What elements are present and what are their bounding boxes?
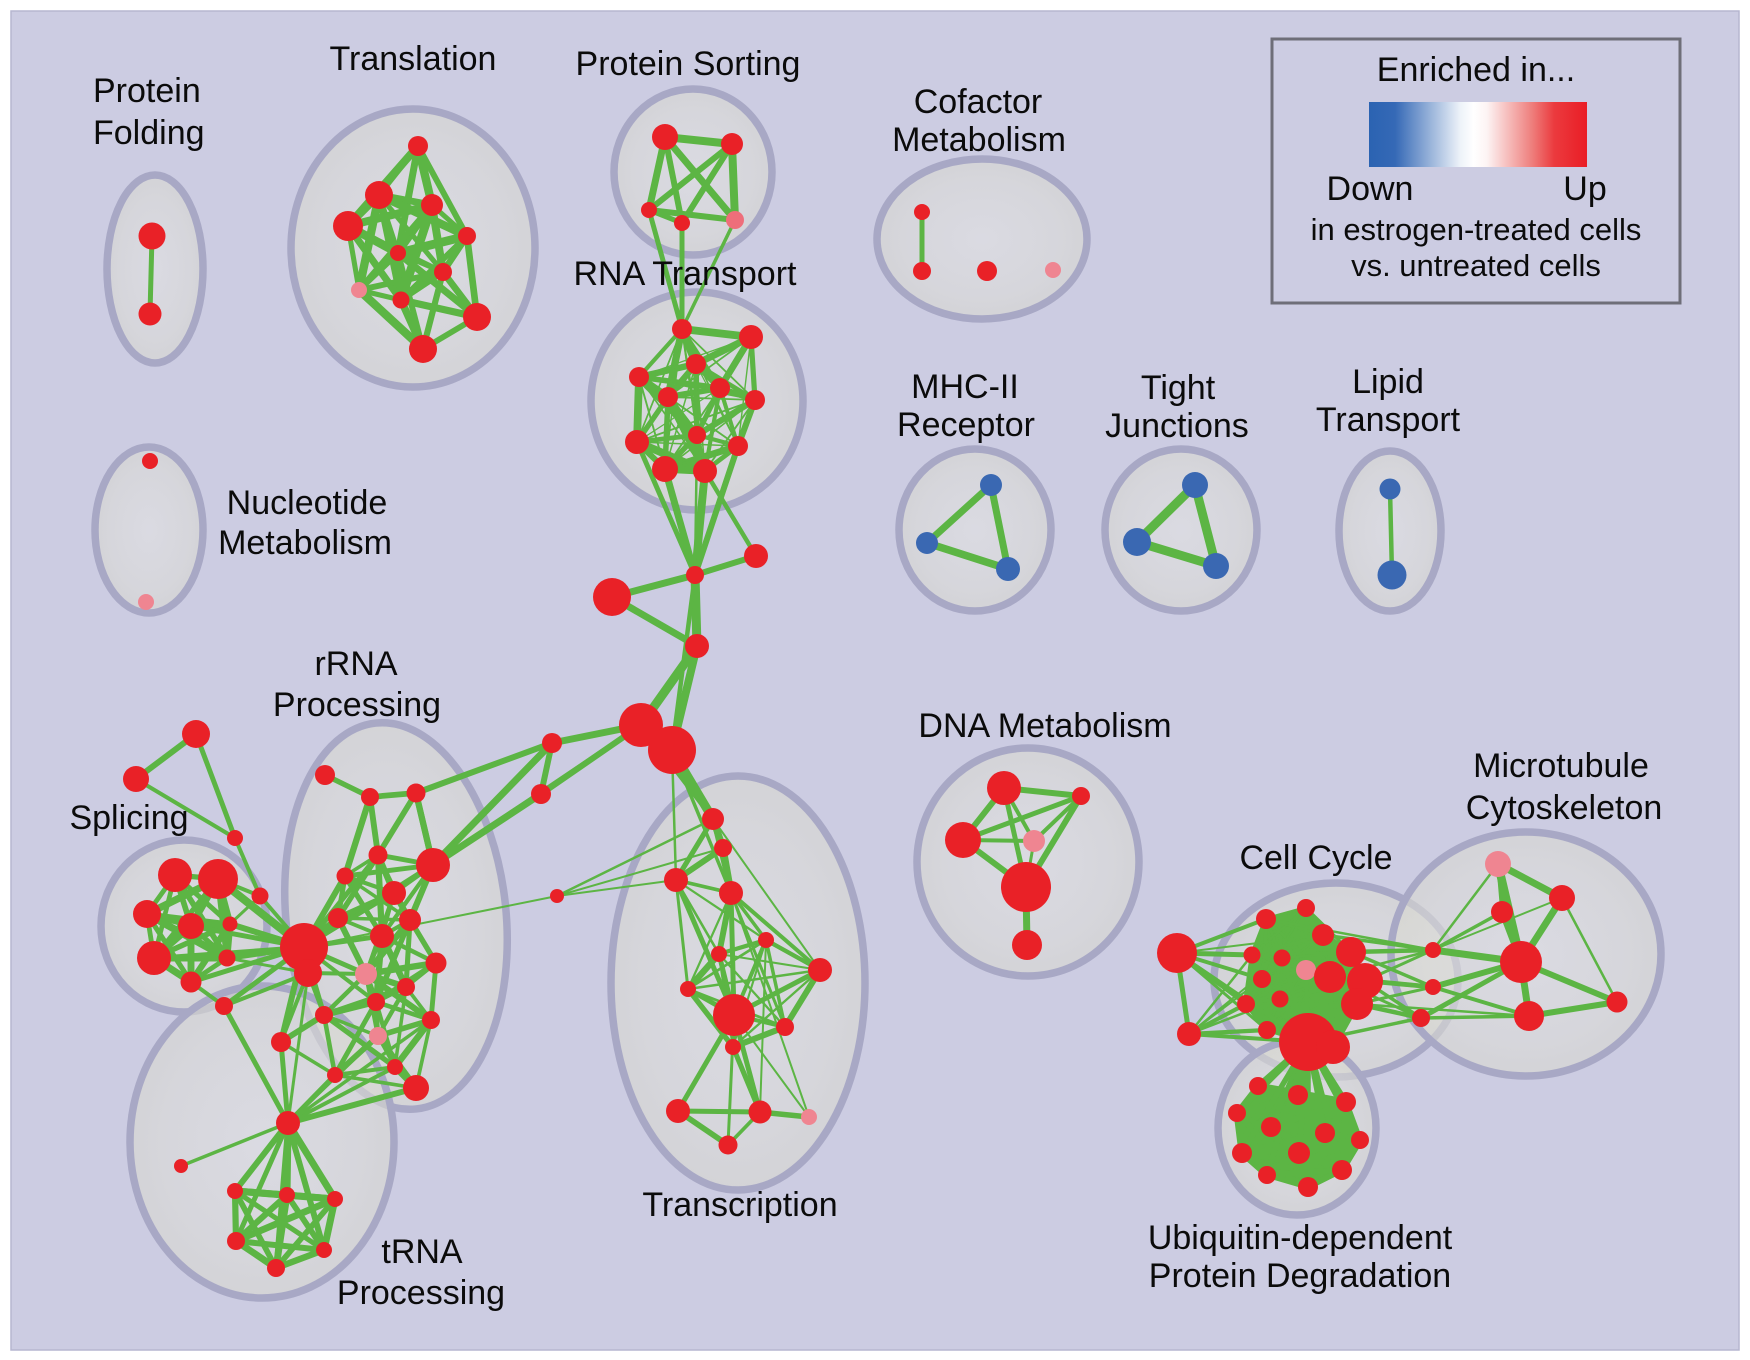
svg-text:rRNA: rRNA bbox=[314, 645, 397, 683]
svg-text:Enriched in...: Enriched in... bbox=[1377, 51, 1575, 89]
svg-text:tRNA: tRNA bbox=[381, 1233, 463, 1271]
svg-text:Transport: Transport bbox=[1316, 401, 1461, 439]
svg-text:Junctions: Junctions bbox=[1105, 407, 1249, 445]
svg-text:vs. untreated cells: vs. untreated cells bbox=[1351, 248, 1601, 283]
svg-text:Tight: Tight bbox=[1141, 369, 1216, 407]
svg-text:Protein Degradation: Protein Degradation bbox=[1149, 1257, 1451, 1295]
svg-text:Folding: Folding bbox=[93, 114, 205, 152]
svg-text:Protein: Protein bbox=[93, 72, 201, 110]
svg-text:Processing: Processing bbox=[273, 686, 441, 724]
svg-text:Processing: Processing bbox=[337, 1274, 505, 1312]
svg-text:Metabolism: Metabolism bbox=[218, 524, 392, 562]
svg-text:Cell Cycle: Cell Cycle bbox=[1239, 839, 1392, 877]
svg-text:Splicing: Splicing bbox=[69, 799, 188, 837]
svg-text:DNA Metabolism: DNA Metabolism bbox=[918, 707, 1171, 745]
svg-text:Receptor: Receptor bbox=[897, 406, 1035, 444]
svg-text:Ubiquitin-dependent: Ubiquitin-dependent bbox=[1148, 1219, 1453, 1257]
svg-text:in estrogen-treated cells: in estrogen-treated cells bbox=[1311, 212, 1642, 247]
svg-text:Transcription: Transcription bbox=[642, 1186, 837, 1224]
svg-text:RNA Transport: RNA Transport bbox=[574, 255, 798, 293]
svg-text:Cytoskeleton: Cytoskeleton bbox=[1466, 789, 1663, 827]
svg-text:Nucleotide: Nucleotide bbox=[227, 484, 388, 522]
svg-text:Translation: Translation bbox=[330, 40, 497, 78]
svg-text:Up: Up bbox=[1563, 170, 1606, 208]
svg-text:Microtubule: Microtubule bbox=[1473, 747, 1649, 785]
svg-text:Metabolism: Metabolism bbox=[892, 121, 1066, 159]
svg-text:Cofactor: Cofactor bbox=[914, 83, 1043, 121]
svg-text:Lipid: Lipid bbox=[1352, 363, 1424, 401]
svg-text:Down: Down bbox=[1327, 170, 1414, 208]
svg-text:MHC-II: MHC-II bbox=[911, 368, 1019, 406]
svg-text:Protein Sorting: Protein Sorting bbox=[576, 45, 801, 83]
